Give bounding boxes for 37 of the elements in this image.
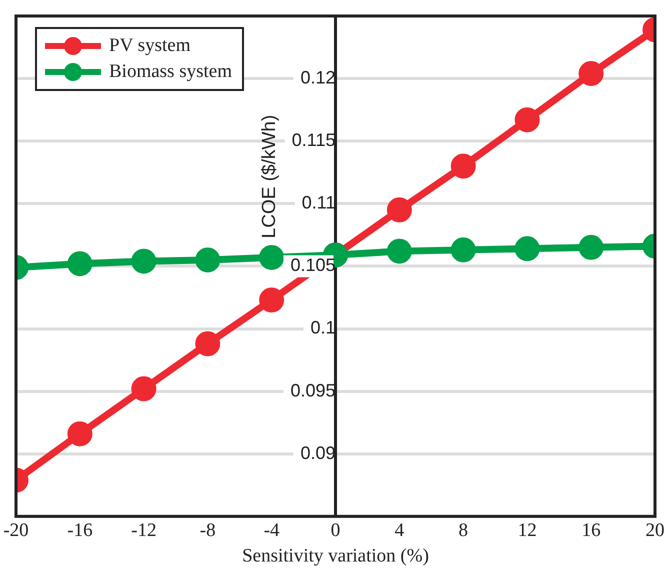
point	[259, 287, 284, 312]
x-tick-label: 0	[330, 520, 340, 541]
y-tick-label: 0.12	[300, 68, 336, 88]
x-tick-label: -20	[3, 520, 29, 541]
point	[259, 244, 284, 270]
x-tick-label: 4	[394, 520, 405, 541]
point	[450, 154, 476, 179]
point	[514, 236, 540, 262]
x-tick-label: 20	[646, 520, 664, 541]
point	[195, 247, 220, 272]
x-axis-title: Sensitivity variation (%)	[242, 546, 429, 567]
y-axis-title: LCOE ($/kWh)	[259, 114, 280, 238]
x-tick-label: 16	[582, 520, 601, 541]
x-tick-label: 8	[458, 520, 468, 541]
point	[67, 251, 92, 276]
y-tick-label: 0.09	[300, 442, 336, 463]
point	[195, 331, 220, 356]
point	[67, 421, 92, 446]
point	[514, 107, 540, 132]
y-tick-label: 0.115	[292, 130, 336, 150]
y-tick-label: 0.1	[310, 318, 336, 338]
point	[131, 376, 156, 402]
legend-label: PV system	[109, 35, 190, 57]
y-tick-label: 0.11	[302, 192, 336, 213]
point	[386, 197, 412, 222]
x-tick-label: -8	[200, 520, 216, 541]
point	[578, 234, 604, 260]
x-tick-label: -16	[67, 520, 93, 541]
point	[386, 238, 412, 264]
point	[131, 248, 156, 274]
x-tick-label: 12	[518, 520, 537, 541]
point	[450, 237, 476, 262]
point	[578, 61, 604, 86]
x-tick-label: -12	[131, 520, 156, 541]
legend-label: Biomass system	[109, 61, 232, 83]
x-tick-label: -4	[264, 520, 280, 541]
y-tick-label: 0.095	[290, 380, 336, 400]
